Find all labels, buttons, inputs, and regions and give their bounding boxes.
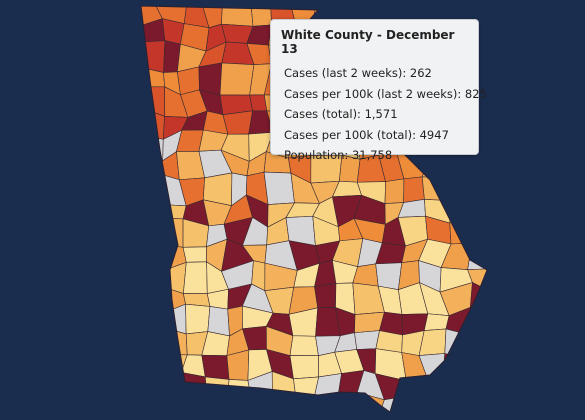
tooltip-row: Cases (last 2 weeks): 262 [284,66,432,80]
county[interactable] [201,354,230,380]
county[interactable] [421,176,451,202]
county[interactable] [468,179,490,203]
county[interactable] [198,62,223,96]
county[interactable] [138,269,164,289]
county[interactable] [314,394,338,420]
county[interactable] [384,178,405,204]
county[interactable] [405,376,428,404]
county[interactable] [158,217,184,248]
tooltip-row: Cases per 100k (last 2 weeks): 825 [284,86,487,101]
county[interactable] [204,397,230,420]
tooltip: White County - December 13 Cases (last 2… [270,19,487,162]
county[interactable] [442,371,472,400]
county[interactable] [183,261,208,294]
county[interactable] [470,217,490,249]
county[interactable] [467,151,490,181]
county[interactable] [426,376,448,404]
county[interactable] [162,261,187,294]
county[interactable] [396,395,428,420]
county[interactable] [138,244,166,272]
county[interactable] [227,392,253,420]
county[interactable] [289,394,316,420]
county[interactable] [314,283,337,309]
county[interactable] [444,394,470,420]
county[interactable] [158,303,187,335]
county[interactable] [226,349,250,381]
county[interactable] [138,327,165,355]
county[interactable] [289,335,319,357]
county[interactable] [403,176,425,203]
county[interactable] [219,62,255,96]
county[interactable] [423,313,450,331]
county[interactable] [449,196,473,224]
county[interactable] [250,2,273,27]
county[interactable] [185,303,211,335]
county[interactable] [138,399,162,420]
tooltip-row: Cases per 100k (total): 4947 [284,127,449,142]
county[interactable] [227,379,251,401]
county[interactable] [470,196,490,221]
county[interactable] [221,2,254,27]
county[interactable] [334,391,358,420]
county[interactable] [138,156,164,180]
county[interactable] [354,330,380,350]
county[interactable] [445,177,473,202]
county[interactable] [158,391,181,420]
county[interactable] [264,399,297,420]
county[interactable] [182,246,207,263]
county[interactable] [469,307,490,336]
county[interactable] [462,350,490,381]
county[interactable] [449,217,473,245]
county[interactable] [176,391,208,420]
county[interactable] [249,392,273,420]
county[interactable] [249,94,268,112]
county[interactable] [138,307,165,331]
county[interactable] [464,394,490,420]
county[interactable] [293,376,320,401]
county[interactable] [222,110,253,135]
tooltip-row: Cases (total): 1,571 [284,107,398,121]
county[interactable] [463,371,490,398]
county[interactable] [375,262,403,291]
county[interactable] [289,355,319,380]
tooltip-title: White County - December 13 [281,28,455,56]
county[interactable] [138,286,163,316]
tooltip-row: Population: 31,758 [284,148,393,162]
county[interactable] [155,372,182,404]
county[interactable] [138,372,162,404]
county[interactable] [138,350,162,374]
county[interactable] [462,329,490,359]
county[interactable] [138,217,166,247]
county[interactable] [207,306,230,337]
county[interactable] [442,353,472,377]
county[interactable] [263,171,295,205]
county[interactable] [138,40,166,73]
county[interactable] [138,18,166,43]
county[interactable] [138,172,164,205]
county[interactable] [422,399,448,420]
county[interactable] [204,376,230,401]
county[interactable] [138,201,164,222]
